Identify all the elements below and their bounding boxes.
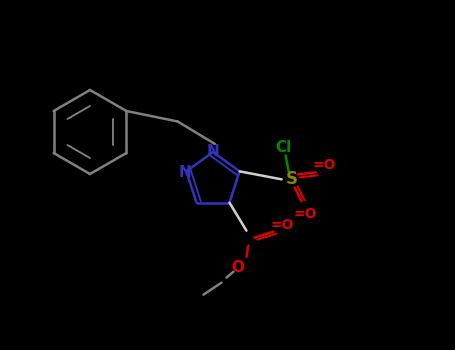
Text: =O: =O <box>294 207 318 221</box>
Text: Cl: Cl <box>276 140 292 155</box>
Text: N: N <box>179 165 192 180</box>
Text: =O: =O <box>313 158 336 172</box>
Text: O: O <box>231 260 244 275</box>
Text: =O: =O <box>271 218 294 232</box>
Text: S: S <box>286 170 298 188</box>
Text: N: N <box>207 145 219 160</box>
